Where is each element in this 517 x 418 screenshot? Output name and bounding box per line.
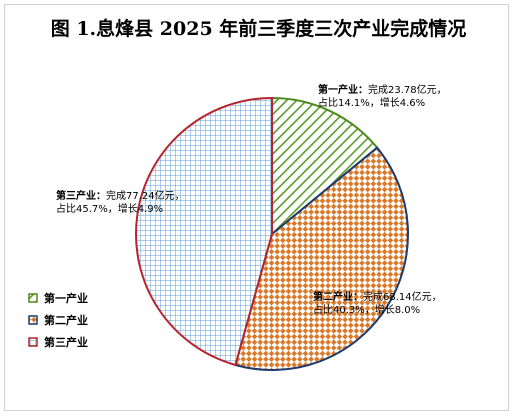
legend-tertiary-industry-swatch bbox=[28, 337, 38, 347]
legend-tertiary-industry: 第三产业 bbox=[28, 335, 88, 349]
legend-primary-industry: 第一产业 bbox=[28, 291, 88, 305]
data-label-secondary-industry: 第二产业：完成68.14亿元，占比40.3%，增长8.0% bbox=[313, 290, 442, 316]
legend-tertiary-industry-text: 第三产业 bbox=[44, 335, 88, 349]
slice-primary-industry bbox=[271, 96, 379, 237]
legend-secondary-industry-swatch bbox=[28, 315, 38, 325]
legend-secondary-industry-text: 第二产业 bbox=[44, 313, 88, 327]
legend-primary-industry-text: 第一产业 bbox=[44, 291, 88, 305]
legend-secondary-industry: 第二产业 bbox=[28, 313, 88, 327]
slice-secondary-industry bbox=[234, 146, 409, 371]
slice-tertiary-industry bbox=[135, 96, 273, 367]
legend-primary-industry-swatch bbox=[28, 293, 38, 303]
data-label-primary-industry: 第一产业：完成23.78亿元，占比14.1%，增长4.6% bbox=[318, 83, 447, 109]
chart-title: 图 1.息烽县 2025 年前三季度三次产业完成情况 bbox=[50, 18, 467, 40]
data-label-tertiary-industry: 第三产业：完成77.24亿元，占比45.7%，增长4.9% bbox=[56, 189, 185, 215]
